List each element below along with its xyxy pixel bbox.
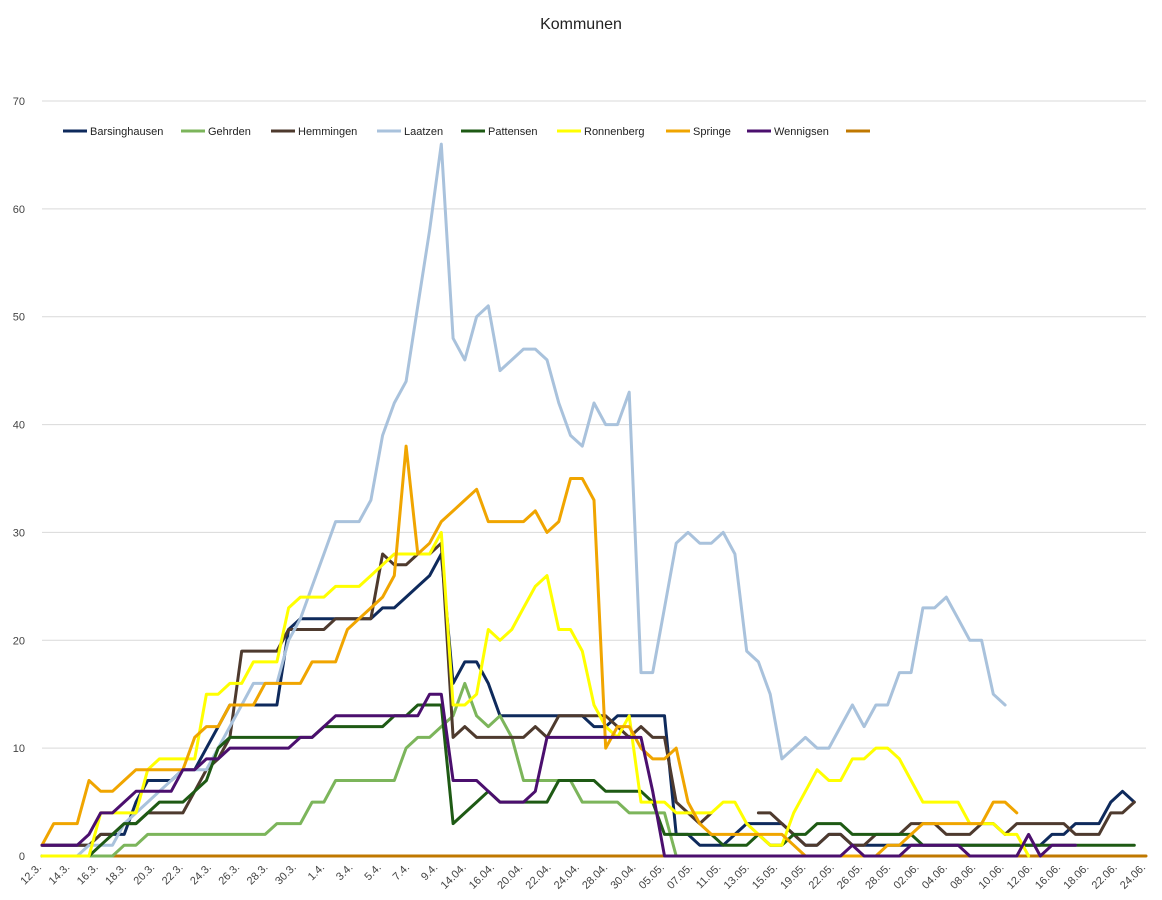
x-tick-label: 26.3. (216, 862, 242, 888)
x-tick-label: 10.06. (976, 862, 1006, 892)
legend-label: Ronnenberg (584, 126, 645, 138)
x-tick-label: 11.05. (694, 862, 724, 892)
legend: Barsinghausen Gehrden Hemmingen Laatzen Patt… (63, 126, 870, 138)
x-tick-label: 1.4. (306, 862, 327, 883)
x-tick-label: 26.05. (835, 862, 865, 892)
x-tick-label: 16.04. (467, 862, 497, 892)
x-tick-label: 13.05. (722, 862, 752, 892)
series-line-springe (40, 444, 1019, 858)
y-tick-label: 20 (13, 635, 25, 647)
legend-label: Wennigsen (774, 126, 829, 138)
y-tick-label: 0 (19, 851, 25, 863)
x-tick-label: 28.05. (863, 862, 893, 892)
x-tick-label: 02.06. (892, 862, 922, 892)
chart-title: Kommunen (540, 16, 622, 33)
x-tick-label: 08.06. (948, 862, 978, 892)
x-tick-label: 12.3. (18, 862, 44, 888)
x-tick-label: 20.04. (495, 862, 525, 892)
y-tick-label: 30 (13, 527, 25, 539)
legend-label: Barsinghausen (90, 126, 163, 138)
x-tick-label: 12.06. (1005, 862, 1035, 892)
x-tick-label: 7.4. (391, 862, 412, 883)
x-tick-label: 07.05. (665, 862, 695, 892)
x-tick-label: 15.05. (750, 862, 780, 892)
x-tick-label: 22.04. (524, 862, 554, 892)
gridlines (42, 100, 1146, 857)
x-tick-label: 18.06. (1061, 862, 1091, 892)
x-tick-label: 05.05. (637, 862, 667, 892)
x-tick-label: 18.3. (103, 862, 129, 888)
series-line-hemmingen (40, 541, 713, 847)
y-tick-label: 60 (13, 204, 25, 216)
x-tick-label: 19.05. (778, 862, 808, 892)
x-tick-label: 24.3. (188, 862, 214, 888)
x-tick-label: 16.06. (1033, 862, 1063, 892)
series-line-ronnenberg (40, 530, 1031, 858)
x-tick-label: 14.04. (439, 862, 469, 892)
y-tick-label: 10 (13, 743, 25, 755)
x-tick-label: 24.04. (552, 862, 582, 892)
x-tick-label: 9.4. (419, 862, 440, 883)
x-tick-label: 30.04. (608, 862, 638, 892)
x-tick-label: 24.06. (1118, 862, 1148, 892)
x-tick-label: 28.3. (245, 862, 271, 888)
series-line-laatzen (40, 142, 1007, 858)
legend-label: Laatzen (404, 126, 443, 138)
x-tick-label: 22.05. (807, 862, 837, 892)
y-tick-label: 50 (13, 312, 25, 324)
x-tick-label: 16.3. (75, 862, 101, 888)
x-tick-label: 28.04. (580, 862, 610, 892)
x-tick-label: 22.06. (1090, 862, 1120, 892)
series-line-wennigsen (40, 692, 1077, 858)
y-tick-label: 70 (13, 96, 25, 108)
x-tick-label: 30.3. (273, 862, 299, 888)
legend-label: Springe (693, 126, 731, 138)
x-tick-label: 3.4. (334, 862, 355, 883)
series-line-hemmingen (756, 800, 1136, 847)
legend-label: Gehrden (208, 126, 251, 138)
series-lines (40, 142, 1148, 858)
y-tick-label: 40 (13, 420, 25, 432)
x-tick-label: 5.4. (362, 862, 383, 883)
legend-label: Pattensen (488, 126, 538, 138)
y-axis: 0 10 20 30 40 50 60 70 (13, 96, 25, 863)
x-tick-label: 20.3. (132, 862, 158, 888)
x-axis: 12.3. 14.3. 16.3. 18.3. 20.3. 22.3. 24.3. 26.3.… (18, 862, 1148, 892)
x-tick-label: 14.3. (47, 862, 73, 888)
x-tick-label: 22.3. (160, 862, 186, 888)
legend-label: Hemmingen (298, 126, 357, 138)
x-tick-label: 04.06. (920, 862, 950, 892)
